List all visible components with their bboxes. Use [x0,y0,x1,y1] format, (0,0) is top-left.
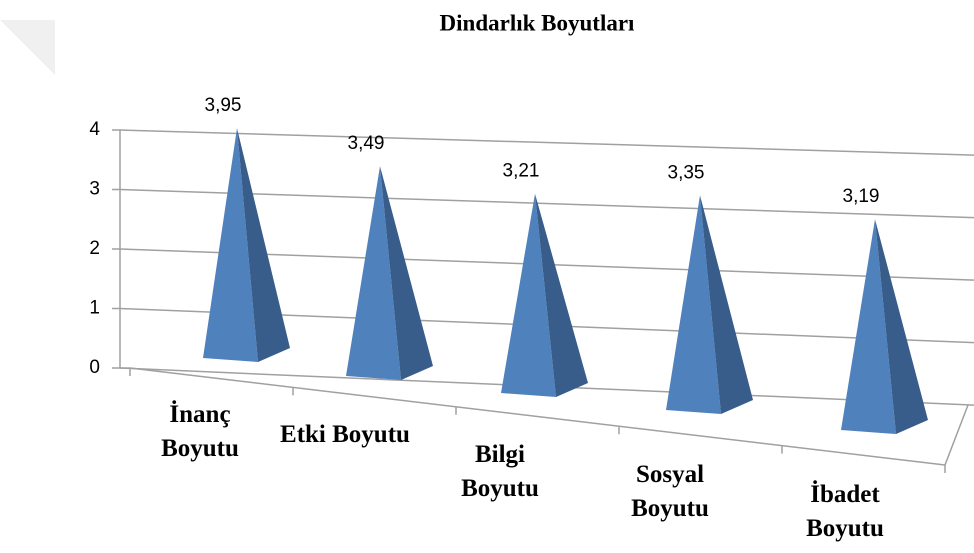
y-tick-label: 2 [89,238,100,259]
x-tick-label: İnanç Boyutu [161,401,239,462]
pyramid-side [535,193,588,397]
x-tick-label: Bilgi Boyutu [461,441,539,502]
value-label: 3,35 [668,162,705,183]
pyramid-side [875,219,928,434]
pyramid-side [700,195,753,414]
value-label: 3,95 [205,95,242,116]
watermark [0,20,55,75]
chart-title: Dindarlık Boyutları [440,10,636,35]
pyramid-front [203,128,258,362]
grid-line [119,129,974,156]
pyramid-front [346,166,401,380]
y-tick-label: 0 [89,357,100,378]
grid-line [119,188,974,219]
floor-right [944,404,969,466]
x-tick-label: İbadet Boyutu [806,481,884,542]
value-label: 3,21 [503,161,540,182]
x-tick-label: Etki Boyutu [280,421,410,448]
pyramid-side [380,166,433,380]
x-tick-label: Sosyal Boyutu [631,461,709,522]
pyramid-front [666,195,721,414]
pyramid-front [501,193,556,397]
pyramid-front [841,219,896,434]
y-tick-label: 4 [89,119,100,140]
floor-front [129,367,946,466]
pyramid-side [237,128,290,362]
value-label: 3,19 [843,186,880,207]
y-tick-label: 1 [89,298,100,319]
value-label: 3,49 [348,133,385,154]
y-tick-label: 3 [89,179,100,200]
